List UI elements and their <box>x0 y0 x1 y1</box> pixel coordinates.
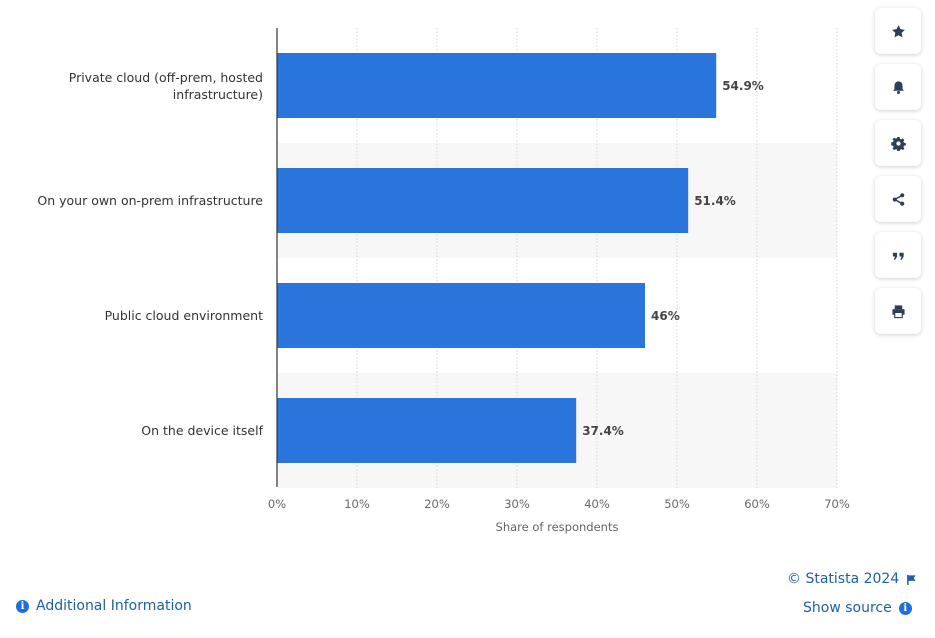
x-tick-label: 0% <box>267 497 287 511</box>
show-source-link[interactable]: Show source i <box>803 600 912 616</box>
gear-icon <box>890 136 906 151</box>
info-icon: i <box>16 599 29 613</box>
info-icon: i <box>898 601 912 615</box>
category-label: On the device itself <box>3 422 263 439</box>
favorite-button[interactable] <box>875 8 921 54</box>
x-tick-label: 40% <box>584 497 610 511</box>
bar-value-label: 46% <box>651 308 680 323</box>
x-axis-title: Share of respondents <box>495 520 619 534</box>
category-label: Public cloud environment <box>3 307 263 324</box>
bar-value-label: 37.4% <box>582 423 624 438</box>
notification-button[interactable] <box>875 64 921 110</box>
category-label-line: On your own on-prem infrastructure <box>37 193 263 208</box>
category-label: Private cloud (off-prem, hosted infrastru… <box>3 69 263 103</box>
bar[interactable] <box>277 53 717 118</box>
x-tick-label: 50% <box>664 497 690 511</box>
bar-value-label: 54.9% <box>722 78 764 93</box>
flag-icon <box>907 574 916 585</box>
statista-copyright-link[interactable]: © Statista 2024 <box>787 571 917 587</box>
toolbar <box>875 8 921 344</box>
share-icon <box>892 192 904 206</box>
print-icon <box>891 304 905 318</box>
copyright-label: © Statista 2024 <box>787 571 900 587</box>
settings-button[interactable] <box>875 120 921 166</box>
x-tick-label: 60% <box>744 497 770 511</box>
quote-icon <box>892 252 904 260</box>
additional-info-label: Additional Information <box>36 598 192 614</box>
x-tick-label: 10% <box>344 497 370 511</box>
x-tick-label: 30% <box>504 497 530 511</box>
star-icon <box>891 24 905 37</box>
bar-value-label: 51.4% <box>694 193 736 208</box>
cite-button[interactable] <box>875 232 921 278</box>
category-label-line: Public cloud environment <box>104 308 263 323</box>
bell-icon <box>892 80 904 94</box>
x-tick-label: 70% <box>824 497 850 511</box>
bar[interactable] <box>277 398 577 463</box>
category-label-line: Private cloud (off-prem, hosted <box>68 69 263 85</box>
x-tick-label: 20% <box>424 497 450 511</box>
category-label-line: infrastructure) <box>172 86 263 102</box>
share-button[interactable] <box>875 176 921 222</box>
show-source-label: Show source <box>803 600 892 616</box>
print-button[interactable] <box>875 288 921 334</box>
bar[interactable] <box>277 283 645 348</box>
category-label: On your own on-prem infrastructure <box>3 192 263 209</box>
category-label-line: On the device itself <box>141 423 263 438</box>
bar[interactable] <box>277 168 689 233</box>
additional-info-link[interactable]: i Additional Information <box>16 598 192 614</box>
